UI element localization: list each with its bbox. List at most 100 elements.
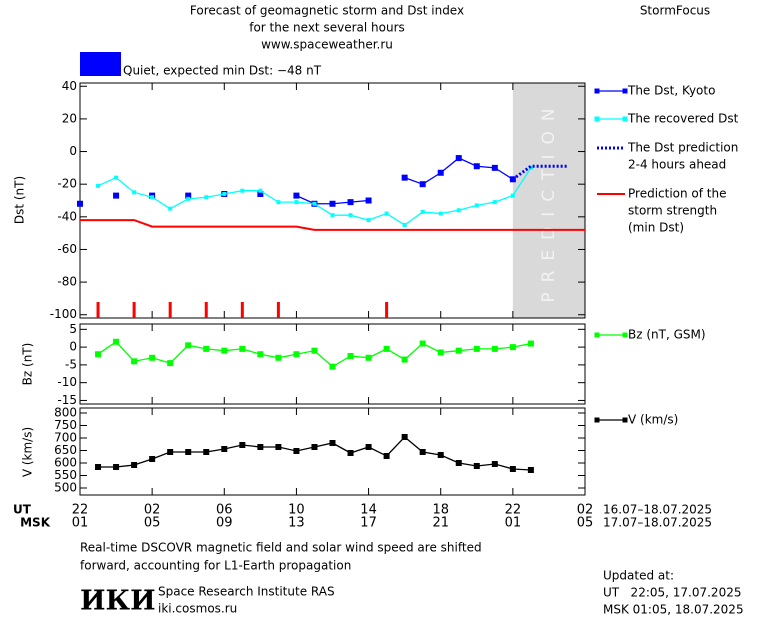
legend-label: V (km/s) [628, 413, 678, 427]
y-tick-label: 700 [54, 431, 77, 445]
data-point [347, 199, 354, 206]
data-point [474, 203, 479, 208]
data-point [257, 351, 264, 358]
data-point [293, 351, 300, 358]
data-point [239, 442, 246, 448]
y-tick-label: 500 [54, 481, 77, 495]
data-point [402, 222, 407, 227]
brand: StormFocus [640, 4, 710, 18]
x2-tick-label: 05 [577, 516, 594, 531]
data-point [258, 188, 263, 193]
data-point [491, 164, 498, 171]
data-point [365, 197, 372, 204]
y-tick-label: 650 [54, 443, 77, 457]
y-tick-label: 40 [62, 79, 77, 93]
data-point [149, 354, 156, 361]
data-point [455, 347, 462, 354]
x2-tick-label: 17 [360, 516, 377, 531]
data-point [509, 466, 516, 472]
data-point [347, 450, 354, 456]
x2-tick-label: 01 [505, 516, 522, 531]
data-point [167, 449, 174, 455]
data-point [132, 190, 137, 195]
y-tick-label: -20 [57, 177, 77, 191]
updated-line: UT 22:05, 17.07.2025 [603, 586, 741, 600]
data-point [113, 338, 120, 345]
x2-tick-label: 09 [216, 516, 233, 531]
ut-range: 16.07–18.07.2025 [603, 503, 712, 517]
data-point [455, 460, 462, 466]
legend-label: The recovered Dst [627, 112, 739, 126]
x-tick-label: 02 [144, 503, 161, 518]
legend-square [594, 417, 600, 423]
data-point [311, 444, 318, 450]
data-point [167, 360, 174, 367]
title-line: for the next several hours [249, 21, 405, 35]
data-point [437, 169, 444, 176]
y-tick-label: -100 [50, 307, 77, 321]
data-point [294, 200, 299, 205]
data-point [96, 183, 101, 188]
data-point [401, 434, 408, 440]
legend-square [594, 88, 600, 94]
data-point [203, 449, 210, 455]
data-point [185, 192, 192, 199]
data-point [276, 200, 281, 205]
data-point [257, 190, 264, 197]
y-tick-label: 550 [54, 468, 77, 482]
y-axis-label: Dst (nT) [13, 176, 27, 224]
y-tick-label: 600 [54, 456, 77, 470]
data-point [437, 349, 444, 356]
data-point [419, 340, 426, 347]
logo: ИКИ [80, 586, 156, 617]
status-text: Quiet, expected min Dst: −48 nT [123, 64, 322, 78]
data-point [438, 211, 443, 216]
legend-label: 2-4 hours ahead [628, 158, 726, 172]
data-point [113, 192, 120, 199]
y-tick-label: 750 [54, 418, 77, 432]
data-point [455, 155, 462, 162]
x-tick-label: 02 [577, 503, 594, 518]
data-point [186, 196, 191, 201]
data-point [419, 449, 426, 455]
y-tick-label: -10 [57, 375, 77, 389]
legend-label: Bz (nT, GSM) [628, 328, 706, 342]
site: iki.cosmos.ru [158, 602, 237, 616]
data-point [473, 163, 480, 170]
data-point [257, 444, 264, 450]
data-point [492, 200, 497, 205]
x-tick-label: 22 [72, 503, 89, 518]
data-point [510, 193, 515, 198]
data-point [204, 195, 209, 200]
data-point [329, 440, 336, 446]
y-tick-label: 800 [54, 406, 77, 420]
y-tick-label: -60 [57, 242, 77, 256]
data-point [383, 345, 390, 352]
y-tick-label: 20 [62, 111, 77, 125]
series-line [511, 164, 567, 181]
data-point [348, 213, 353, 218]
data-point [221, 446, 228, 452]
data-point [275, 354, 282, 361]
y-axis-label: V (km/s) [21, 427, 35, 477]
x2-tick-label: 21 [432, 516, 449, 531]
prediction-label: PREDICTION [539, 98, 559, 302]
data-point [293, 448, 300, 454]
data-point [420, 209, 425, 214]
x-tick-label: 18 [432, 503, 449, 518]
data-point [365, 444, 372, 450]
data-point [150, 195, 155, 200]
data-point [365, 354, 372, 361]
y-tick-label: -40 [57, 209, 77, 223]
note-line: Real-time DSCOVR magnetic field and sola… [80, 541, 482, 555]
data-point [329, 200, 336, 207]
legend-label: The Dst prediction [627, 141, 738, 155]
y-tick-label: 0 [69, 144, 77, 158]
data-point [401, 174, 408, 181]
legend-square [594, 116, 600, 122]
data-point [131, 462, 138, 468]
data-point [222, 191, 227, 196]
panel-frame [79, 323, 586, 405]
